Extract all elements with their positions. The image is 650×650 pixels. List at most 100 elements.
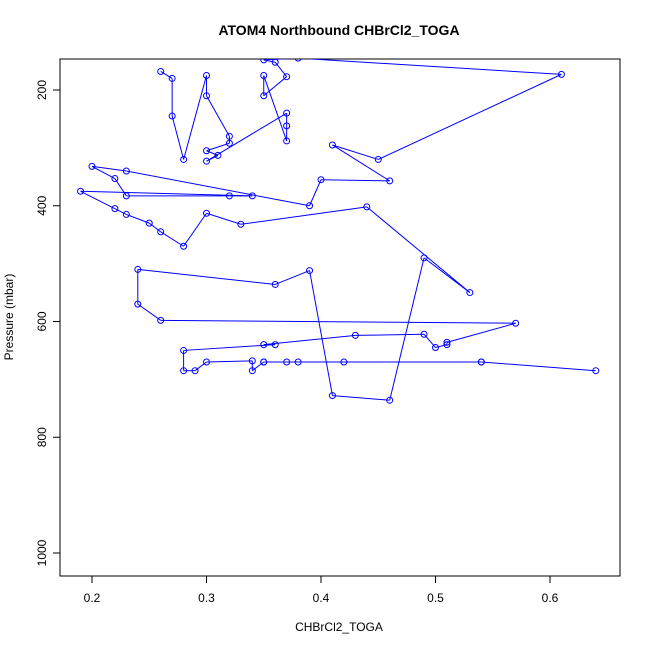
series-segment bbox=[183, 75, 207, 160]
series-segment bbox=[206, 142, 230, 152]
data-point bbox=[443, 341, 451, 349]
data-point bbox=[203, 358, 210, 366]
data-point bbox=[203, 92, 210, 100]
series-segment bbox=[446, 322, 516, 343]
series-segment bbox=[183, 212, 207, 247]
series-segment bbox=[91, 165, 116, 179]
data-point bbox=[260, 341, 268, 349]
data-point bbox=[248, 357, 256, 365]
data-point bbox=[271, 280, 279, 288]
series-segment bbox=[160, 231, 184, 247]
data-point bbox=[134, 300, 142, 308]
series-segment bbox=[366, 206, 471, 293]
series-segment bbox=[423, 257, 471, 293]
series-points bbox=[77, 59, 600, 404]
series-segment bbox=[303, 59, 562, 75]
data-point bbox=[328, 141, 336, 149]
series-segment bbox=[251, 361, 265, 372]
series-segment bbox=[332, 144, 390, 182]
x-tick-label: 0.2 bbox=[84, 591, 101, 605]
data-point bbox=[111, 205, 119, 213]
data-point bbox=[225, 192, 233, 200]
data-point bbox=[122, 210, 130, 218]
data-point bbox=[592, 367, 600, 375]
data-point bbox=[88, 162, 96, 170]
data-point bbox=[180, 155, 188, 163]
data-point bbox=[122, 192, 130, 200]
series-segment bbox=[275, 270, 310, 285]
x-tick-label: 0.5 bbox=[427, 591, 444, 605]
data-point bbox=[466, 289, 474, 297]
data-point bbox=[271, 341, 279, 349]
data-point bbox=[248, 367, 256, 375]
data-point bbox=[203, 147, 210, 155]
data-point bbox=[294, 358, 302, 366]
series-segment bbox=[126, 170, 310, 207]
data-point bbox=[260, 59, 268, 64]
data-point bbox=[432, 344, 439, 352]
data-point bbox=[386, 177, 394, 185]
data-point bbox=[260, 358, 268, 366]
series-segment bbox=[183, 344, 276, 351]
data-point bbox=[157, 228, 165, 236]
x-axis-label: CHBrCl2_TOGA bbox=[295, 620, 383, 634]
series-segment bbox=[378, 73, 562, 160]
data-point bbox=[443, 338, 451, 346]
series-segment bbox=[206, 112, 287, 162]
series-lines bbox=[80, 59, 596, 401]
y-tick-label: 400 bbox=[35, 195, 49, 215]
data-point bbox=[374, 155, 382, 163]
y-tick-label: 800 bbox=[35, 427, 49, 447]
plot-frame bbox=[59, 58, 621, 577]
data-point bbox=[203, 72, 210, 80]
data-point bbox=[180, 367, 188, 375]
chart-title: ATOM4 Northbound CHBrCl2_TOGA bbox=[218, 22, 459, 38]
data-point bbox=[203, 157, 210, 165]
series-segment bbox=[355, 333, 425, 336]
data-point bbox=[340, 358, 348, 366]
data-point bbox=[180, 242, 188, 250]
series-segment bbox=[206, 212, 242, 225]
series-segment bbox=[263, 334, 356, 346]
x-axis: 0.2 0.3 0.4 0.5 0.6 bbox=[84, 575, 559, 605]
data-point bbox=[225, 139, 233, 147]
data-point bbox=[145, 219, 153, 227]
series-segment bbox=[481, 361, 596, 372]
data-point bbox=[283, 73, 291, 81]
data-point bbox=[122, 167, 130, 175]
data-point bbox=[306, 267, 314, 275]
series-segment bbox=[137, 303, 161, 321]
series-segment bbox=[206, 95, 230, 137]
data-point bbox=[386, 396, 394, 404]
data-point bbox=[328, 392, 336, 400]
data-point bbox=[168, 74, 176, 82]
series-segment bbox=[206, 150, 219, 156]
series-segment bbox=[240, 206, 367, 225]
series-segment bbox=[91, 165, 127, 172]
series-segment bbox=[171, 115, 185, 160]
series-segment bbox=[309, 270, 333, 396]
data-point bbox=[214, 151, 222, 159]
series-segment bbox=[126, 213, 150, 224]
series-segment bbox=[320, 179, 390, 182]
series-segment bbox=[80, 190, 253, 197]
series-segment bbox=[263, 75, 288, 142]
x-tick-label: 0.3 bbox=[198, 591, 215, 605]
data-point bbox=[283, 122, 291, 130]
data-point bbox=[260, 72, 268, 80]
y-tick-label: 1000 bbox=[35, 539, 49, 566]
series-segment bbox=[309, 179, 322, 206]
data-point bbox=[363, 203, 371, 211]
data-point bbox=[351, 331, 359, 339]
y-axis: 200 400 600 800 1000 bbox=[35, 80, 61, 566]
data-point bbox=[225, 132, 233, 140]
y-axis-label: Pressure (mbar) bbox=[2, 274, 16, 361]
series-segment bbox=[148, 222, 162, 233]
series-segment bbox=[194, 361, 207, 372]
data-point bbox=[271, 59, 279, 66]
series-segment bbox=[160, 319, 516, 324]
x-tick-label: 0.4 bbox=[313, 591, 330, 605]
data-point bbox=[477, 358, 485, 366]
series-segment bbox=[80, 190, 116, 210]
data-point bbox=[191, 367, 199, 375]
